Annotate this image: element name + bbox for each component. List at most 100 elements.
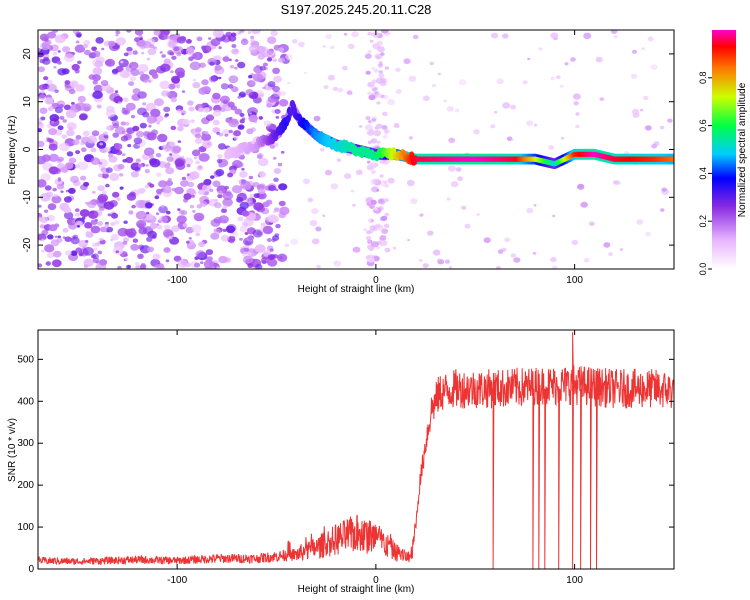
heatmap-cell xyxy=(183,193,192,200)
heatmap-cell xyxy=(367,140,372,145)
heatmap-cell xyxy=(279,206,290,215)
heatmap-cell xyxy=(274,109,281,114)
heatmap-cell xyxy=(381,180,386,183)
heatmap-cell xyxy=(83,258,94,267)
heatmap-cell xyxy=(552,214,556,218)
heatmap-cell xyxy=(183,157,194,166)
heatmap-cell xyxy=(212,127,221,134)
heatmap-cell xyxy=(217,143,227,150)
heatmap-cell xyxy=(87,210,99,219)
heatmap-cell xyxy=(41,229,49,236)
heatmap-cell xyxy=(165,167,175,175)
heatmap-cell xyxy=(185,39,192,44)
heatmap-cell xyxy=(234,66,238,70)
top-x-ticks: -100 0 100 xyxy=(167,30,583,286)
heatmap-cell xyxy=(379,174,384,178)
heatmap-cell xyxy=(170,70,174,74)
heatmap-cell xyxy=(583,257,590,263)
heatmap-cell xyxy=(191,224,202,233)
heatmap-cell xyxy=(195,250,206,259)
heatmap-cell xyxy=(176,84,181,89)
heatmap-cell xyxy=(556,75,561,79)
heatmap-cell xyxy=(51,120,55,124)
heatmap-cell xyxy=(632,112,640,118)
heatmap-cell xyxy=(64,236,72,242)
heatmap-cell xyxy=(115,126,126,135)
heatmap-cell xyxy=(126,46,133,52)
heatmap-cell xyxy=(266,48,274,55)
heatmap-cell xyxy=(395,89,402,94)
heatmap-cell xyxy=(149,183,155,188)
heatmap-cell xyxy=(375,92,382,98)
ridge-core-cell xyxy=(296,113,302,122)
heatmap-cell xyxy=(166,156,174,162)
bottom-y-ticks: 0 100 200 300 400 500 xyxy=(17,354,674,575)
heatmap-cell xyxy=(147,246,154,253)
heatmap-cell xyxy=(92,90,103,100)
heatmap-cell xyxy=(74,44,86,53)
heatmap-cell xyxy=(193,156,198,160)
heatmap-cell xyxy=(123,52,129,57)
top-y-tick-label: -10 xyxy=(22,190,33,205)
heatmap-cell xyxy=(146,132,157,141)
heatmap-cell xyxy=(177,126,184,132)
heatmap-cell xyxy=(419,259,423,262)
heatmap-cell xyxy=(66,129,75,137)
heatmap-cell xyxy=(577,183,585,190)
heatmap-cell xyxy=(382,111,388,117)
heatmap-cell xyxy=(92,50,101,58)
heatmap-cell xyxy=(85,201,89,205)
heatmap-cell xyxy=(146,57,151,61)
heatmap-cell xyxy=(38,121,44,130)
heatmap-cell xyxy=(365,116,371,121)
heatmap-cell xyxy=(237,95,242,99)
heatmap-cell xyxy=(551,265,558,269)
heatmap-cell xyxy=(168,235,173,240)
heatmap-cell xyxy=(45,191,54,198)
heatmap-cell xyxy=(407,238,410,242)
heatmap-cell xyxy=(193,212,205,222)
heatmap-cell xyxy=(370,178,379,185)
top-x-tick-label: 100 xyxy=(566,275,583,286)
heatmap-cell xyxy=(80,175,87,181)
bottom-x-tick-label: 100 xyxy=(566,575,583,586)
heatmap-cell xyxy=(57,50,61,53)
heatmap-cell xyxy=(121,153,126,157)
heatmap-cell xyxy=(126,193,137,201)
heatmap-cell xyxy=(239,237,243,241)
heatmap-cell xyxy=(48,166,59,175)
heatmap-cell xyxy=(100,226,108,233)
heatmap-cell xyxy=(90,225,101,234)
heatmap-cell xyxy=(109,173,120,181)
heatmap-cell xyxy=(247,263,254,269)
heatmap-cell xyxy=(85,231,91,236)
heatmap-cell xyxy=(275,188,279,192)
heatmap-cell xyxy=(171,225,180,233)
heatmap-cell xyxy=(74,212,81,217)
heatmap-cell xyxy=(142,102,147,106)
heatmap-cell xyxy=(190,194,195,198)
heatmap-cell xyxy=(101,172,109,179)
top-y-axis-label: Frequency (Hz) xyxy=(7,116,18,185)
heatmap-cell xyxy=(667,118,673,123)
heatmap-cell xyxy=(269,248,274,252)
heatmap-cell xyxy=(140,264,147,269)
heatmap-cell xyxy=(178,209,185,215)
heatmap-cell xyxy=(108,155,118,163)
heatmap-cell xyxy=(272,235,280,242)
heatmap-cell xyxy=(217,194,223,199)
heatmap-cell xyxy=(336,158,341,162)
heatmap-cell xyxy=(135,262,140,266)
heatmap-cell xyxy=(153,30,161,36)
heatmap-cell xyxy=(603,242,611,248)
heatmap-cell xyxy=(374,163,379,167)
heatmap-cell xyxy=(64,162,74,170)
heatmap-cell xyxy=(572,93,581,100)
heatmap-cell xyxy=(370,138,378,144)
heatmap-cell xyxy=(75,84,85,92)
heatmap-cell xyxy=(497,249,504,254)
heatmap-cell xyxy=(570,57,576,62)
heatmap-cell xyxy=(268,128,273,132)
heatmap-cell xyxy=(41,249,45,253)
